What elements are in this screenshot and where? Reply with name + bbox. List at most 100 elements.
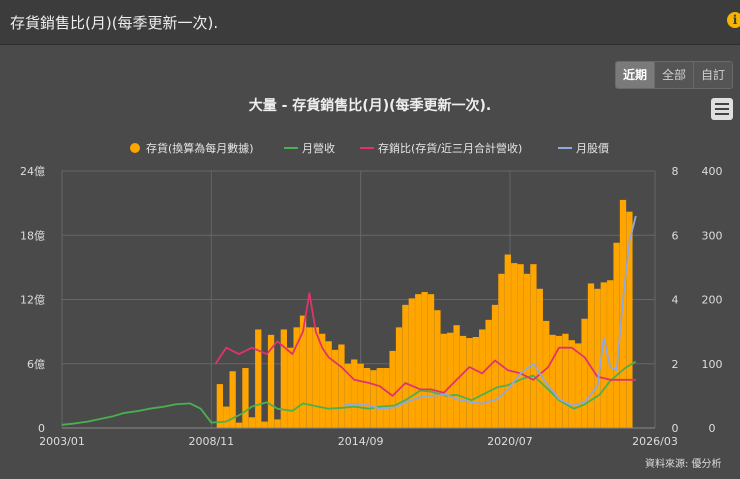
inventory-bar: [440, 333, 447, 428]
inventory-bar: [504, 254, 511, 428]
inventory-bar: [319, 333, 326, 428]
inventory-bar: [587, 283, 595, 428]
series-lines: [61, 215, 637, 426]
x-tick-label: 2014/09: [338, 435, 384, 448]
inventory-bar: [299, 315, 307, 428]
legend-revenue-label: 月營收: [302, 141, 335, 155]
inventory-bar: [581, 318, 588, 428]
top-bar: 存貨銷售比(月)(每季更新一次). i: [0, 0, 740, 45]
inventory-bar: [421, 292, 428, 428]
inventory-bar: [338, 344, 345, 428]
axes: 0 6億 12億 18億 24億 0 2 4 6 8 0 100 200 300 400 2003/01 200…: [20, 165, 723, 448]
price-line: [343, 215, 637, 410]
x-tick-label: 2026/03: [632, 435, 678, 448]
inventory-bar: [267, 334, 275, 428]
legend: 存貨(換算為每月數據) 月營收 存銷比(存貨/近三月合計營收) 月股價: [130, 141, 609, 155]
revenue-line: [61, 360, 637, 426]
inventory-bar: [274, 419, 281, 428]
y-left-tick-label: 0: [38, 422, 45, 435]
inventory-bar: [427, 294, 435, 428]
y-right1-tick-label: 4: [672, 294, 679, 307]
inventory-bar: [383, 368, 390, 428]
inventory-bar: [248, 417, 255, 428]
y-right2-tick-label: 300: [702, 229, 723, 242]
y-right2-tick-label: 400: [702, 165, 723, 178]
ratio-line: [214, 292, 636, 397]
inventory-bar: [306, 327, 313, 428]
y-right1-tick-label: 6: [672, 229, 679, 242]
inventory-bar: [530, 264, 537, 428]
chart-title: 大量 - 存貨銷售比(月)(每季更新一次).: [248, 98, 492, 114]
info-icon[interactable]: i: [727, 12, 740, 28]
y-left-tick-label: 18億: [20, 229, 45, 242]
x-tick-label: 2003/01: [39, 435, 85, 448]
y-left-tick-label: 24億: [20, 165, 45, 178]
inventory-bars: [216, 199, 633, 428]
range-custom-button[interactable]: 自訂: [694, 62, 733, 88]
inventory-bar: [447, 332, 454, 428]
inventory-bar: [453, 325, 460, 428]
inventory-bar: [594, 288, 601, 428]
x-tick-label: 2020/07: [487, 435, 533, 448]
inventory-bar: [549, 334, 556, 428]
y-left-tick-label: 6億: [27, 358, 45, 371]
inventory-bar: [325, 341, 332, 428]
inventory-bar: [479, 329, 486, 428]
hamburger-menu-icon[interactable]: [711, 98, 733, 120]
inventory-bar: [293, 327, 300, 428]
inventory-bar: [357, 363, 364, 428]
inventory-bar: [408, 298, 415, 428]
range-recent-button[interactable]: 近期: [616, 62, 656, 88]
inventory-bar: [472, 336, 479, 428]
y-right1-tick-label: 0: [672, 422, 679, 435]
inventory-bar: [242, 368, 249, 428]
inventory-bar: [280, 329, 287, 428]
inventory-bar: [223, 406, 230, 428]
inventory-bar: [415, 294, 422, 428]
legend-price-label: 月股價: [576, 141, 609, 155]
inventory-bar: [216, 384, 223, 428]
inventory-bar: [619, 199, 627, 428]
inventory-bar: [626, 211, 633, 428]
y-right2-tick-label: 200: [702, 294, 723, 307]
inventory-bar: [255, 329, 262, 428]
inventory-bar: [395, 327, 403, 428]
range-all-button[interactable]: 全部: [655, 62, 695, 88]
y-right2-tick-label: 100: [702, 358, 723, 371]
legend-inventory-marker: [130, 143, 140, 153]
inventory-bar: [434, 310, 441, 428]
inventory-bar: [523, 273, 531, 428]
inventory-bar: [517, 264, 524, 428]
inventory-bar: [485, 319, 492, 428]
inventory-bar: [568, 340, 575, 428]
inventory-bar: [287, 347, 294, 428]
inventory-bar: [376, 368, 383, 428]
inventory-bar: [229, 371, 236, 428]
inventory-bar: [562, 333, 569, 428]
y-right1-tick-label: 2: [672, 358, 679, 371]
legend-inventory-label: 存貨(換算為每月數據): [146, 141, 254, 155]
inventory-bar: [555, 335, 563, 428]
inventory-bar: [344, 363, 351, 428]
inventory-bar: [312, 327, 319, 428]
inventory-bar: [331, 349, 339, 428]
inventory-bar: [498, 273, 505, 428]
inventory-bar: [575, 343, 582, 428]
inventory-bar: [459, 335, 467, 428]
x-tick-label: 2008/11: [188, 435, 234, 448]
inventory-bar: [261, 421, 268, 428]
inventory-bar: [607, 280, 614, 428]
inventory-bar: [511, 263, 518, 428]
inventory-bar: [389, 350, 396, 428]
y-right2-tick-label: 0: [709, 422, 716, 435]
inventory-bar: [491, 304, 499, 428]
page-title: 存貨銷售比(月)(每季更新一次).: [10, 14, 219, 32]
inventory-bar: [613, 242, 620, 428]
inventory-bar: [370, 370, 377, 428]
y-left-tick-label: 12億: [20, 294, 45, 307]
legend-ratio-label: 存銷比(存貨/近三月合計營收): [378, 141, 522, 155]
y-right1-tick-label: 8: [672, 165, 679, 178]
data-source-text: 資料來源: 優分析: [645, 459, 722, 470]
inventory-bar: [235, 422, 243, 428]
